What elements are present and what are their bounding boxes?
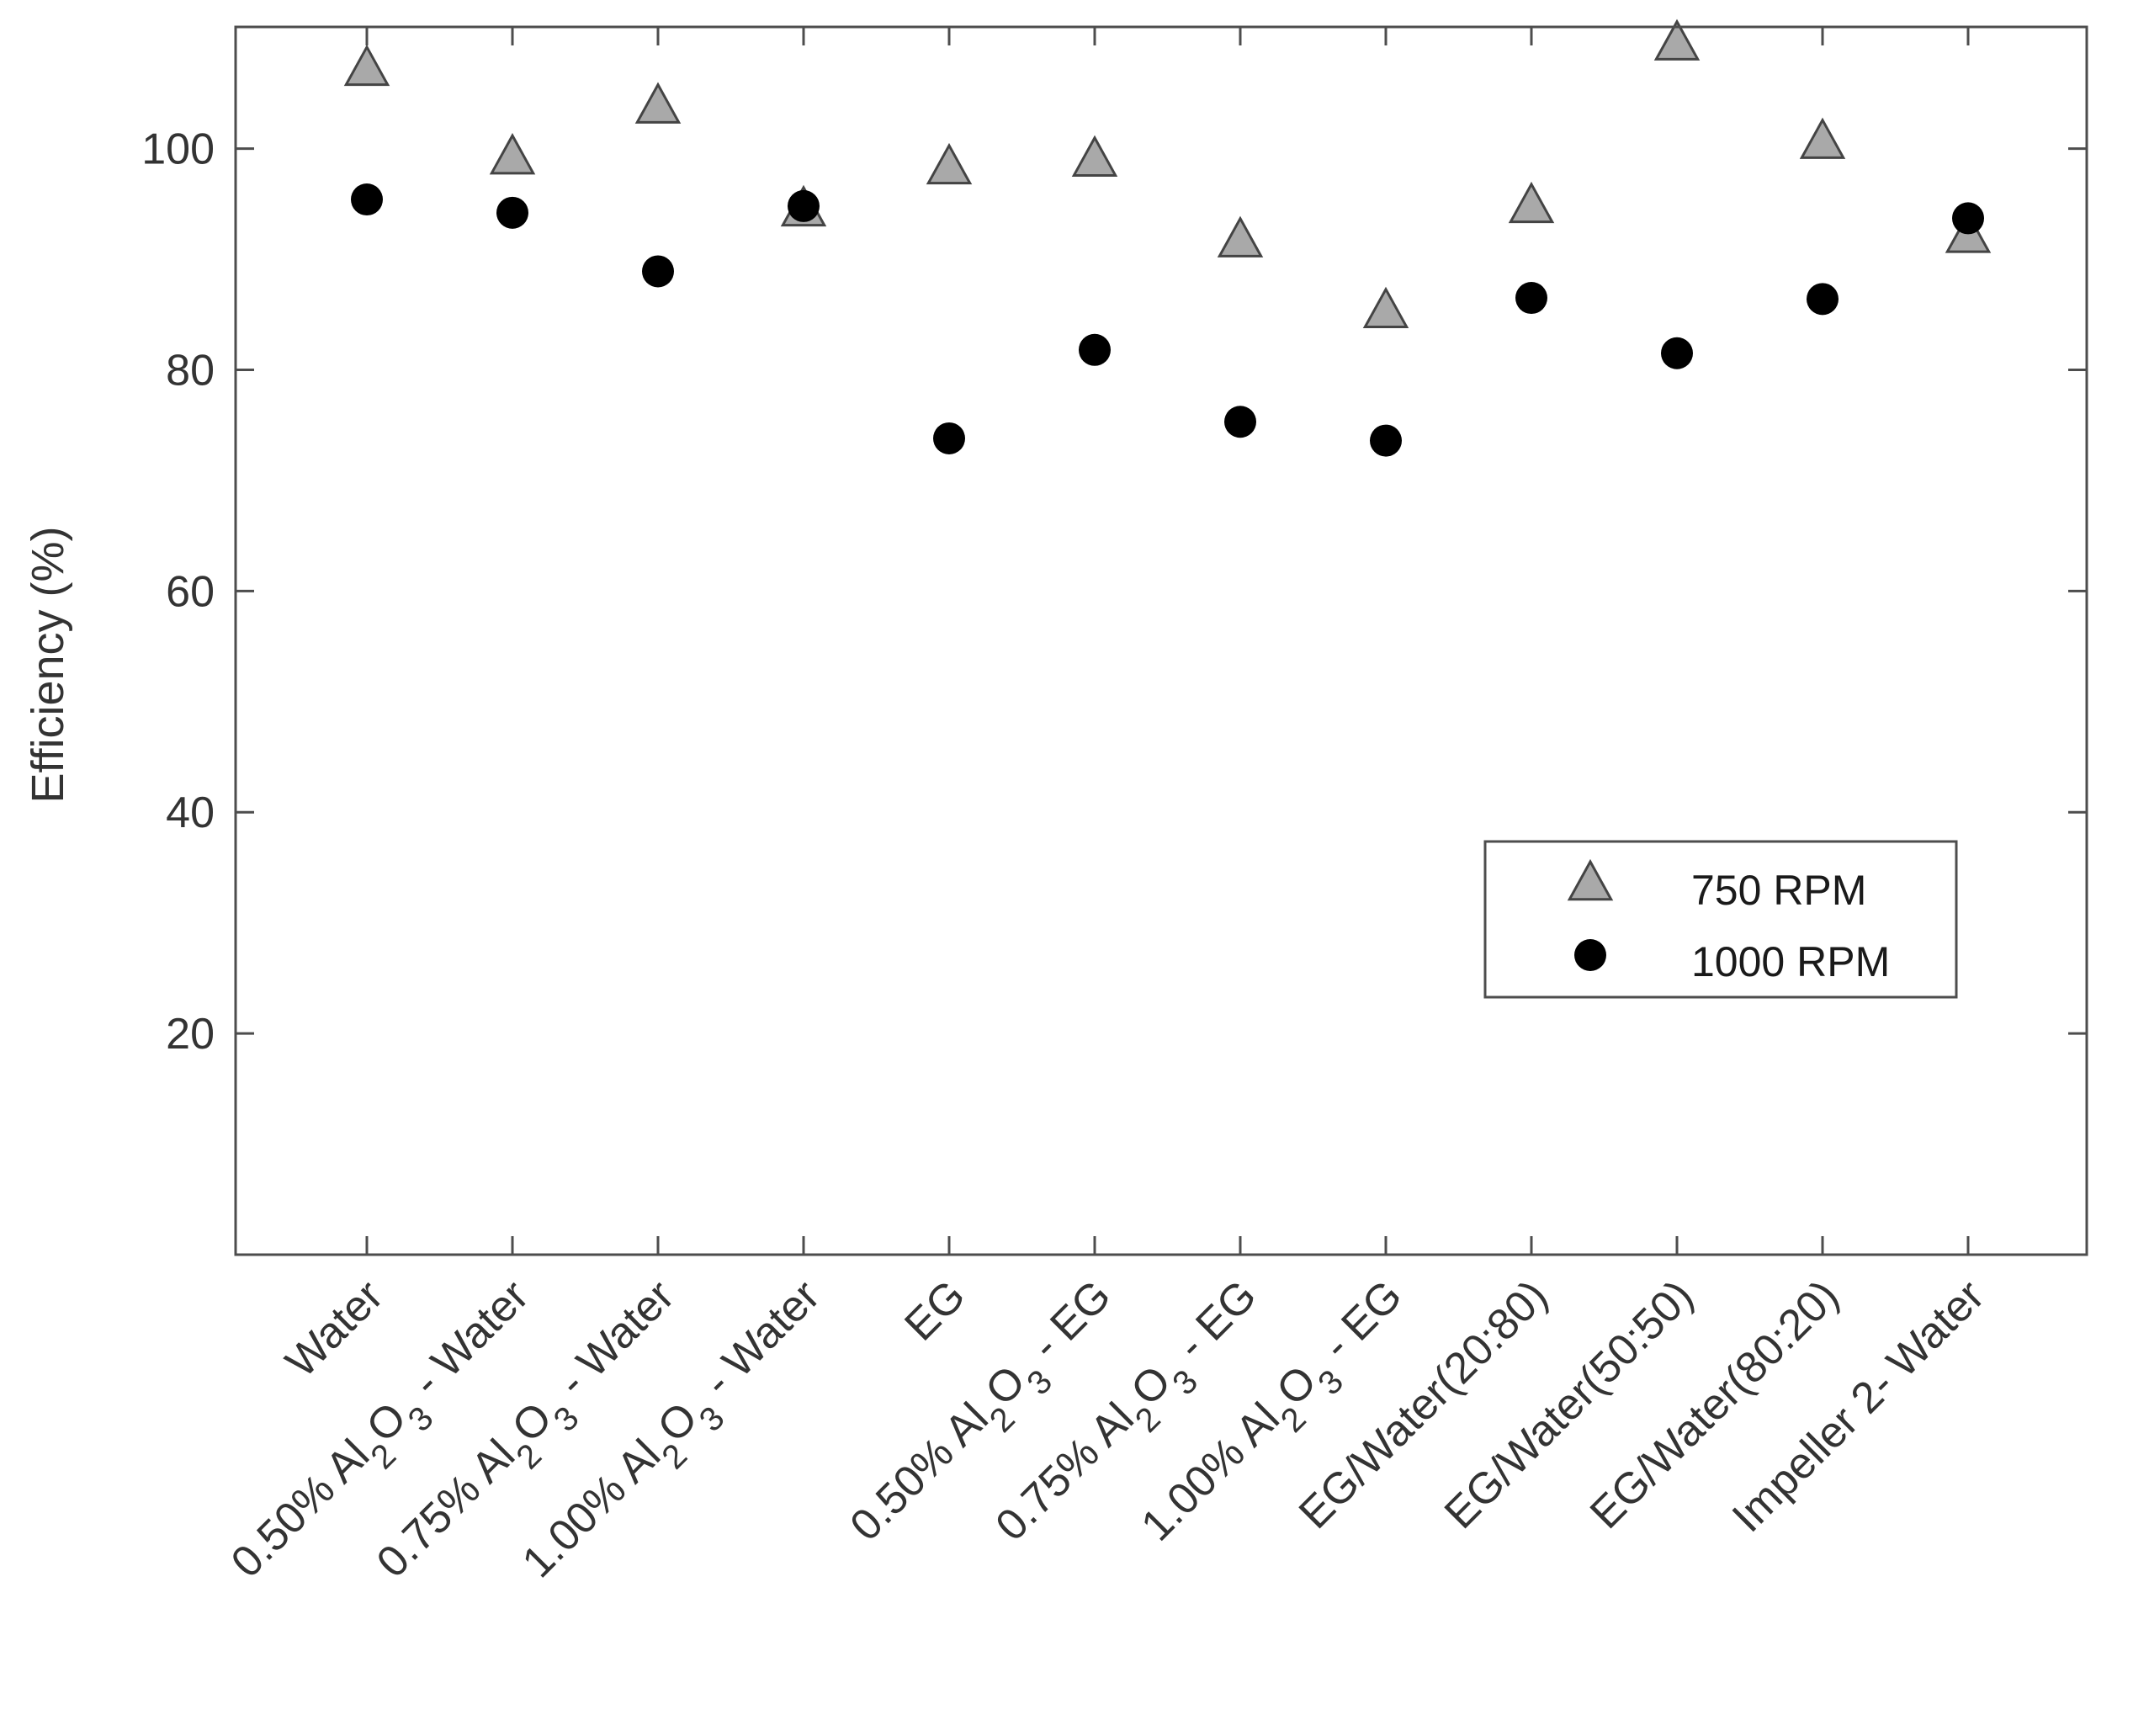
point-750-rpm xyxy=(1653,19,1701,61)
y-tick-label: 40 xyxy=(166,788,215,837)
point-1000-rpm xyxy=(1370,424,1402,457)
legend-marker-1000-rpm xyxy=(1574,939,1606,971)
data-points xyxy=(343,19,1992,457)
y-axis-label-group: Efficiency (%) xyxy=(23,526,73,803)
point-1000-rpm xyxy=(642,255,674,288)
legend: 750 RPM 1000 RPM xyxy=(1483,840,1958,999)
point-1000-rpm xyxy=(1079,333,1111,366)
point-750-rpm xyxy=(1071,135,1118,177)
point-750-rpm xyxy=(1799,117,1846,159)
point-750-rpm xyxy=(1508,181,1555,224)
point-750-rpm xyxy=(634,82,682,124)
point-750-rpm xyxy=(343,44,390,87)
legend-marker-750-rpm xyxy=(1567,858,1614,901)
point-750-rpm xyxy=(489,132,536,175)
point-1000-rpm xyxy=(933,422,965,454)
point-1000-rpm xyxy=(496,196,528,229)
y-axis-ticks: 20 40 60 80 100 xyxy=(141,27,2087,1255)
point-1000-rpm xyxy=(1661,337,1693,369)
point-750-rpm xyxy=(926,142,973,185)
point-1000-rpm xyxy=(1807,283,1839,316)
y-tick-label: 80 xyxy=(166,346,215,395)
legend-box xyxy=(1483,840,1958,999)
point-1000-rpm xyxy=(1515,282,1547,315)
y-tick-label: 60 xyxy=(166,567,215,616)
plot-area-frame xyxy=(234,25,2088,1256)
point-750-rpm xyxy=(1362,286,1409,329)
legend-label: 750 RPM xyxy=(1691,867,1866,914)
y-tick-label: 100 xyxy=(141,125,215,174)
y-axis-label: Efficiency (%) xyxy=(23,526,73,803)
point-1000-rpm xyxy=(1224,406,1256,438)
legend-label: 1000 RPM xyxy=(1691,938,1890,985)
point-750-rpm xyxy=(1217,215,1264,257)
point-1000-rpm xyxy=(788,189,820,222)
point-1000-rpm xyxy=(1952,202,1984,235)
y-tick-label: 20 xyxy=(166,1010,215,1059)
point-1000-rpm xyxy=(351,183,383,216)
